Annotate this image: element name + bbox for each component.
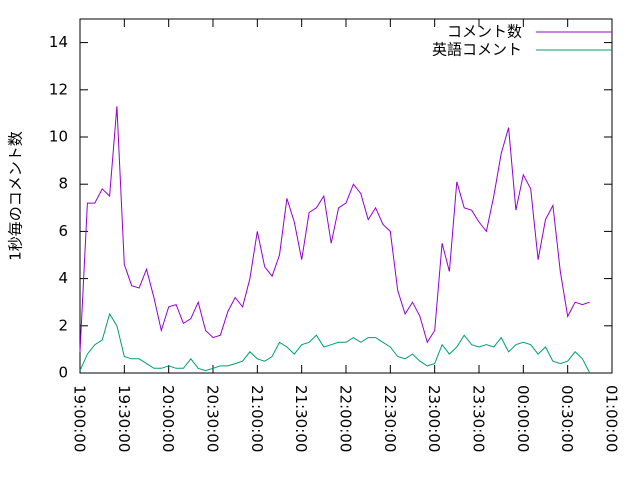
y-tick-label: 0: [58, 364, 68, 382]
x-tick-label: 00:30:00: [558, 385, 576, 452]
legend-label: コメント数: [447, 23, 522, 41]
series-line: [79, 106, 590, 352]
x-tick-label: 01:00:00: [603, 385, 621, 452]
y-axis-label: 1秒毎のコメント数: [7, 131, 25, 261]
plot-border: [79, 18, 613, 374]
x-tick-label: 20:00:00: [159, 385, 177, 452]
series-line: [79, 312, 591, 374]
y-tick-label: 14: [49, 33, 68, 51]
x-tick-label: 21:30:00: [292, 385, 310, 452]
x-tick-label: 23:30:00: [470, 385, 488, 452]
x-tick-label: 20:30:00: [204, 385, 222, 452]
y-tick-label: 4: [58, 269, 68, 287]
x-tick-label: 19:30:00: [115, 385, 133, 452]
y-tick-label: 8: [58, 175, 68, 193]
x-tick-label: 21:00:00: [248, 385, 266, 452]
y-tick-label: 10: [49, 128, 68, 146]
x-tick-label: 23:00:00: [425, 385, 443, 452]
y-tick-label: 6: [58, 222, 68, 240]
x-tick-label: 22:00:00: [337, 385, 355, 452]
legend-label: 英語コメント: [432, 41, 522, 59]
y-tick-label: 12: [49, 80, 68, 98]
x-tick-label: 22:30:00: [381, 385, 399, 452]
y-tick-label: 2: [58, 316, 68, 334]
x-tick-label: 19:00:00: [71, 385, 89, 452]
x-tick-label: 00:00:00: [514, 385, 532, 452]
